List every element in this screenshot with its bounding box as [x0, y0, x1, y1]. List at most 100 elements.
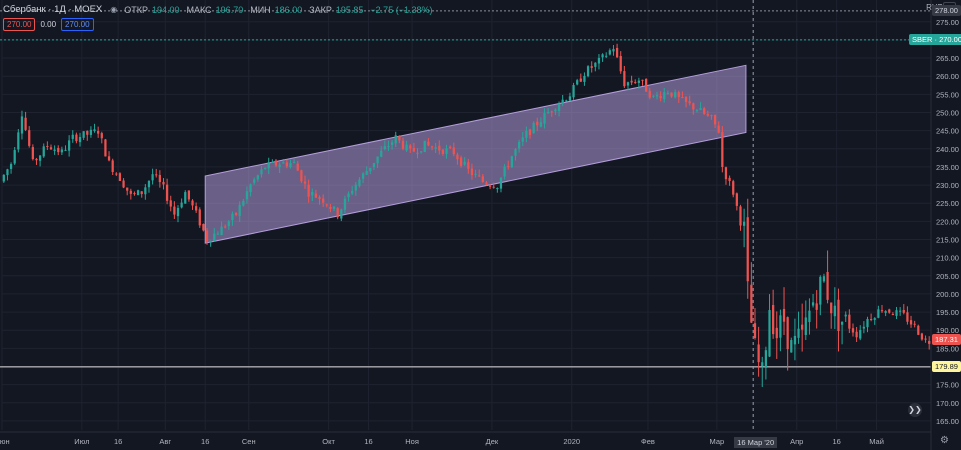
candle-body [165, 184, 169, 201]
candle-body [634, 82, 637, 84]
candle-body [474, 173, 477, 175]
sber-price-tag[interactable]: SBER · 270.00 [909, 33, 961, 45]
candle-body [463, 161, 466, 165]
candle-body [721, 131, 724, 167]
scroll-to-realtime-icon[interactable]: ❯❯ [908, 403, 922, 417]
low-value: 186.00 [274, 4, 303, 15]
candle-body [808, 310, 811, 323]
candle-body [231, 213, 234, 221]
sell-button[interactable]: 270.00 [3, 18, 36, 31]
candle-body [238, 204, 241, 217]
candle-body [619, 55, 622, 72]
symbol-title[interactable]: Сбербанк · 1Д · MOEX [3, 4, 103, 15]
candle-body [249, 184, 252, 193]
open-label: ОТКР [124, 4, 148, 15]
candle-body [9, 164, 13, 169]
candle-body [115, 173, 118, 175]
candle-body [78, 137, 82, 143]
y-tick-label: 225.00 [936, 199, 959, 208]
y-tick-label: 175.00 [936, 381, 959, 390]
candle-body [539, 122, 543, 127]
y-tick-label: 260.00 [936, 72, 959, 81]
candle-body [859, 330, 862, 339]
candle-body [488, 185, 492, 187]
candle-body [351, 190, 354, 194]
candle-body [496, 188, 499, 190]
x-tick-label: Ноя [405, 437, 419, 446]
price-channel[interactable] [204, 64, 747, 244]
candle-body [430, 146, 434, 148]
candle-body [260, 169, 263, 175]
last-price-tag[interactable]: 187.31 [932, 333, 961, 345]
candle-body [224, 226, 227, 228]
candle-body [517, 141, 521, 149]
candle-body [793, 335, 797, 345]
candle-body [706, 114, 709, 116]
candle-body [49, 147, 53, 150]
candle-body [267, 162, 270, 169]
candle-body [510, 156, 513, 168]
candle-body [93, 129, 96, 132]
x-tick-label: Июл [74, 437, 89, 446]
candle-body [623, 71, 626, 87]
time-axis[interactable]: Июн Июл 16 Авг 16 Сен Окт 16 Ноя Дек 2020 Фев Мар Апр… [0, 431, 931, 446]
gear-icon[interactable]: ⚙ [940, 435, 949, 446]
candle-body [862, 326, 865, 329]
candle-body [837, 299, 840, 332]
candle-body [46, 145, 49, 147]
buy-button[interactable]: 270.00 [61, 18, 94, 31]
candle-body [423, 140, 426, 152]
candle-body [289, 163, 292, 168]
candle-body [158, 174, 161, 183]
candle-body [390, 142, 394, 145]
candle-body [434, 147, 437, 149]
candle-body [187, 190, 191, 200]
y-tick-label: 205.00 [936, 272, 959, 281]
candle-body [184, 192, 187, 204]
y-tick-label: 165.00 [936, 417, 959, 426]
support-price-tag[interactable]: 179.89 [932, 360, 961, 372]
candle-body [499, 177, 503, 189]
candle-body [605, 55, 608, 57]
y-tick-label: 240.00 [936, 145, 959, 154]
candle-body [848, 314, 851, 329]
y-tick-label: 195.00 [936, 308, 959, 317]
top-price-tag[interactable]: 278.00 [932, 4, 961, 16]
candle-body [732, 181, 735, 195]
candle-body [561, 99, 564, 104]
candle-body [271, 161, 274, 163]
x-tick-label: Авг [159, 437, 171, 446]
candle-body [801, 324, 804, 330]
candle-body [180, 202, 183, 208]
candle-body [340, 209, 343, 219]
candle-body [104, 139, 107, 157]
eye-icon[interactable]: ◉ [110, 5, 118, 14]
candle-body [761, 362, 764, 367]
candle-body [57, 147, 60, 153]
candle-body [213, 233, 216, 242]
candle-body [314, 193, 318, 198]
horizontal-levels[interactable] [0, 10, 931, 368]
candle-body [68, 140, 71, 151]
candle-body [724, 167, 728, 180]
candle-body [176, 207, 180, 217]
candle-body [394, 135, 397, 144]
candle-body [282, 162, 285, 164]
candle-body [449, 146, 452, 149]
candle-body [372, 163, 376, 168]
candle-body [17, 132, 20, 150]
candle-body [772, 304, 775, 335]
price-axis[interactable]: 165.00170.00175.00180.00185.00190.00195.… [930, 0, 961, 450]
candle-body [648, 90, 651, 98]
candle-body [24, 117, 27, 130]
candle-body [53, 149, 56, 151]
chart-grid [1, 0, 931, 430]
candle-body [888, 309, 891, 313]
candle-body [122, 180, 125, 188]
candle-body [129, 190, 132, 194]
candle-body [819, 276, 822, 305]
candle-body [710, 115, 713, 117]
candle-body [383, 146, 386, 150]
candle-body [543, 113, 546, 124]
